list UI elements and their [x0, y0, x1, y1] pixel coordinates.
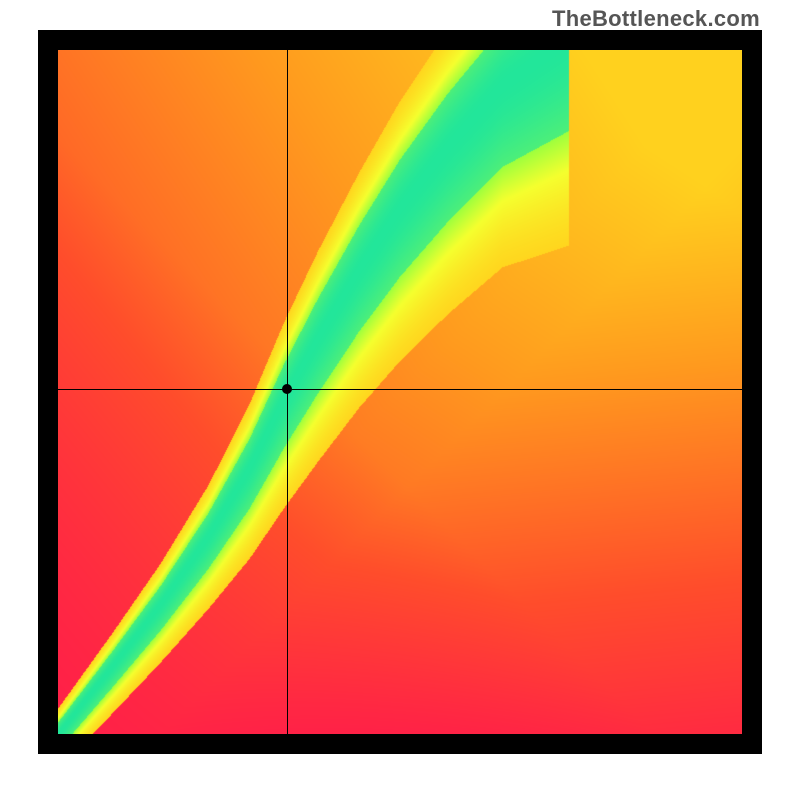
crosshair-marker: [282, 384, 292, 394]
chart-container: TheBottleneck.com: [0, 0, 800, 800]
watermark-text: TheBottleneck.com: [552, 6, 760, 32]
chart-plot-area: [58, 50, 742, 734]
heatmap-canvas: [58, 50, 742, 734]
chart-border: [38, 30, 762, 754]
crosshair-horizontal: [58, 389, 742, 390]
